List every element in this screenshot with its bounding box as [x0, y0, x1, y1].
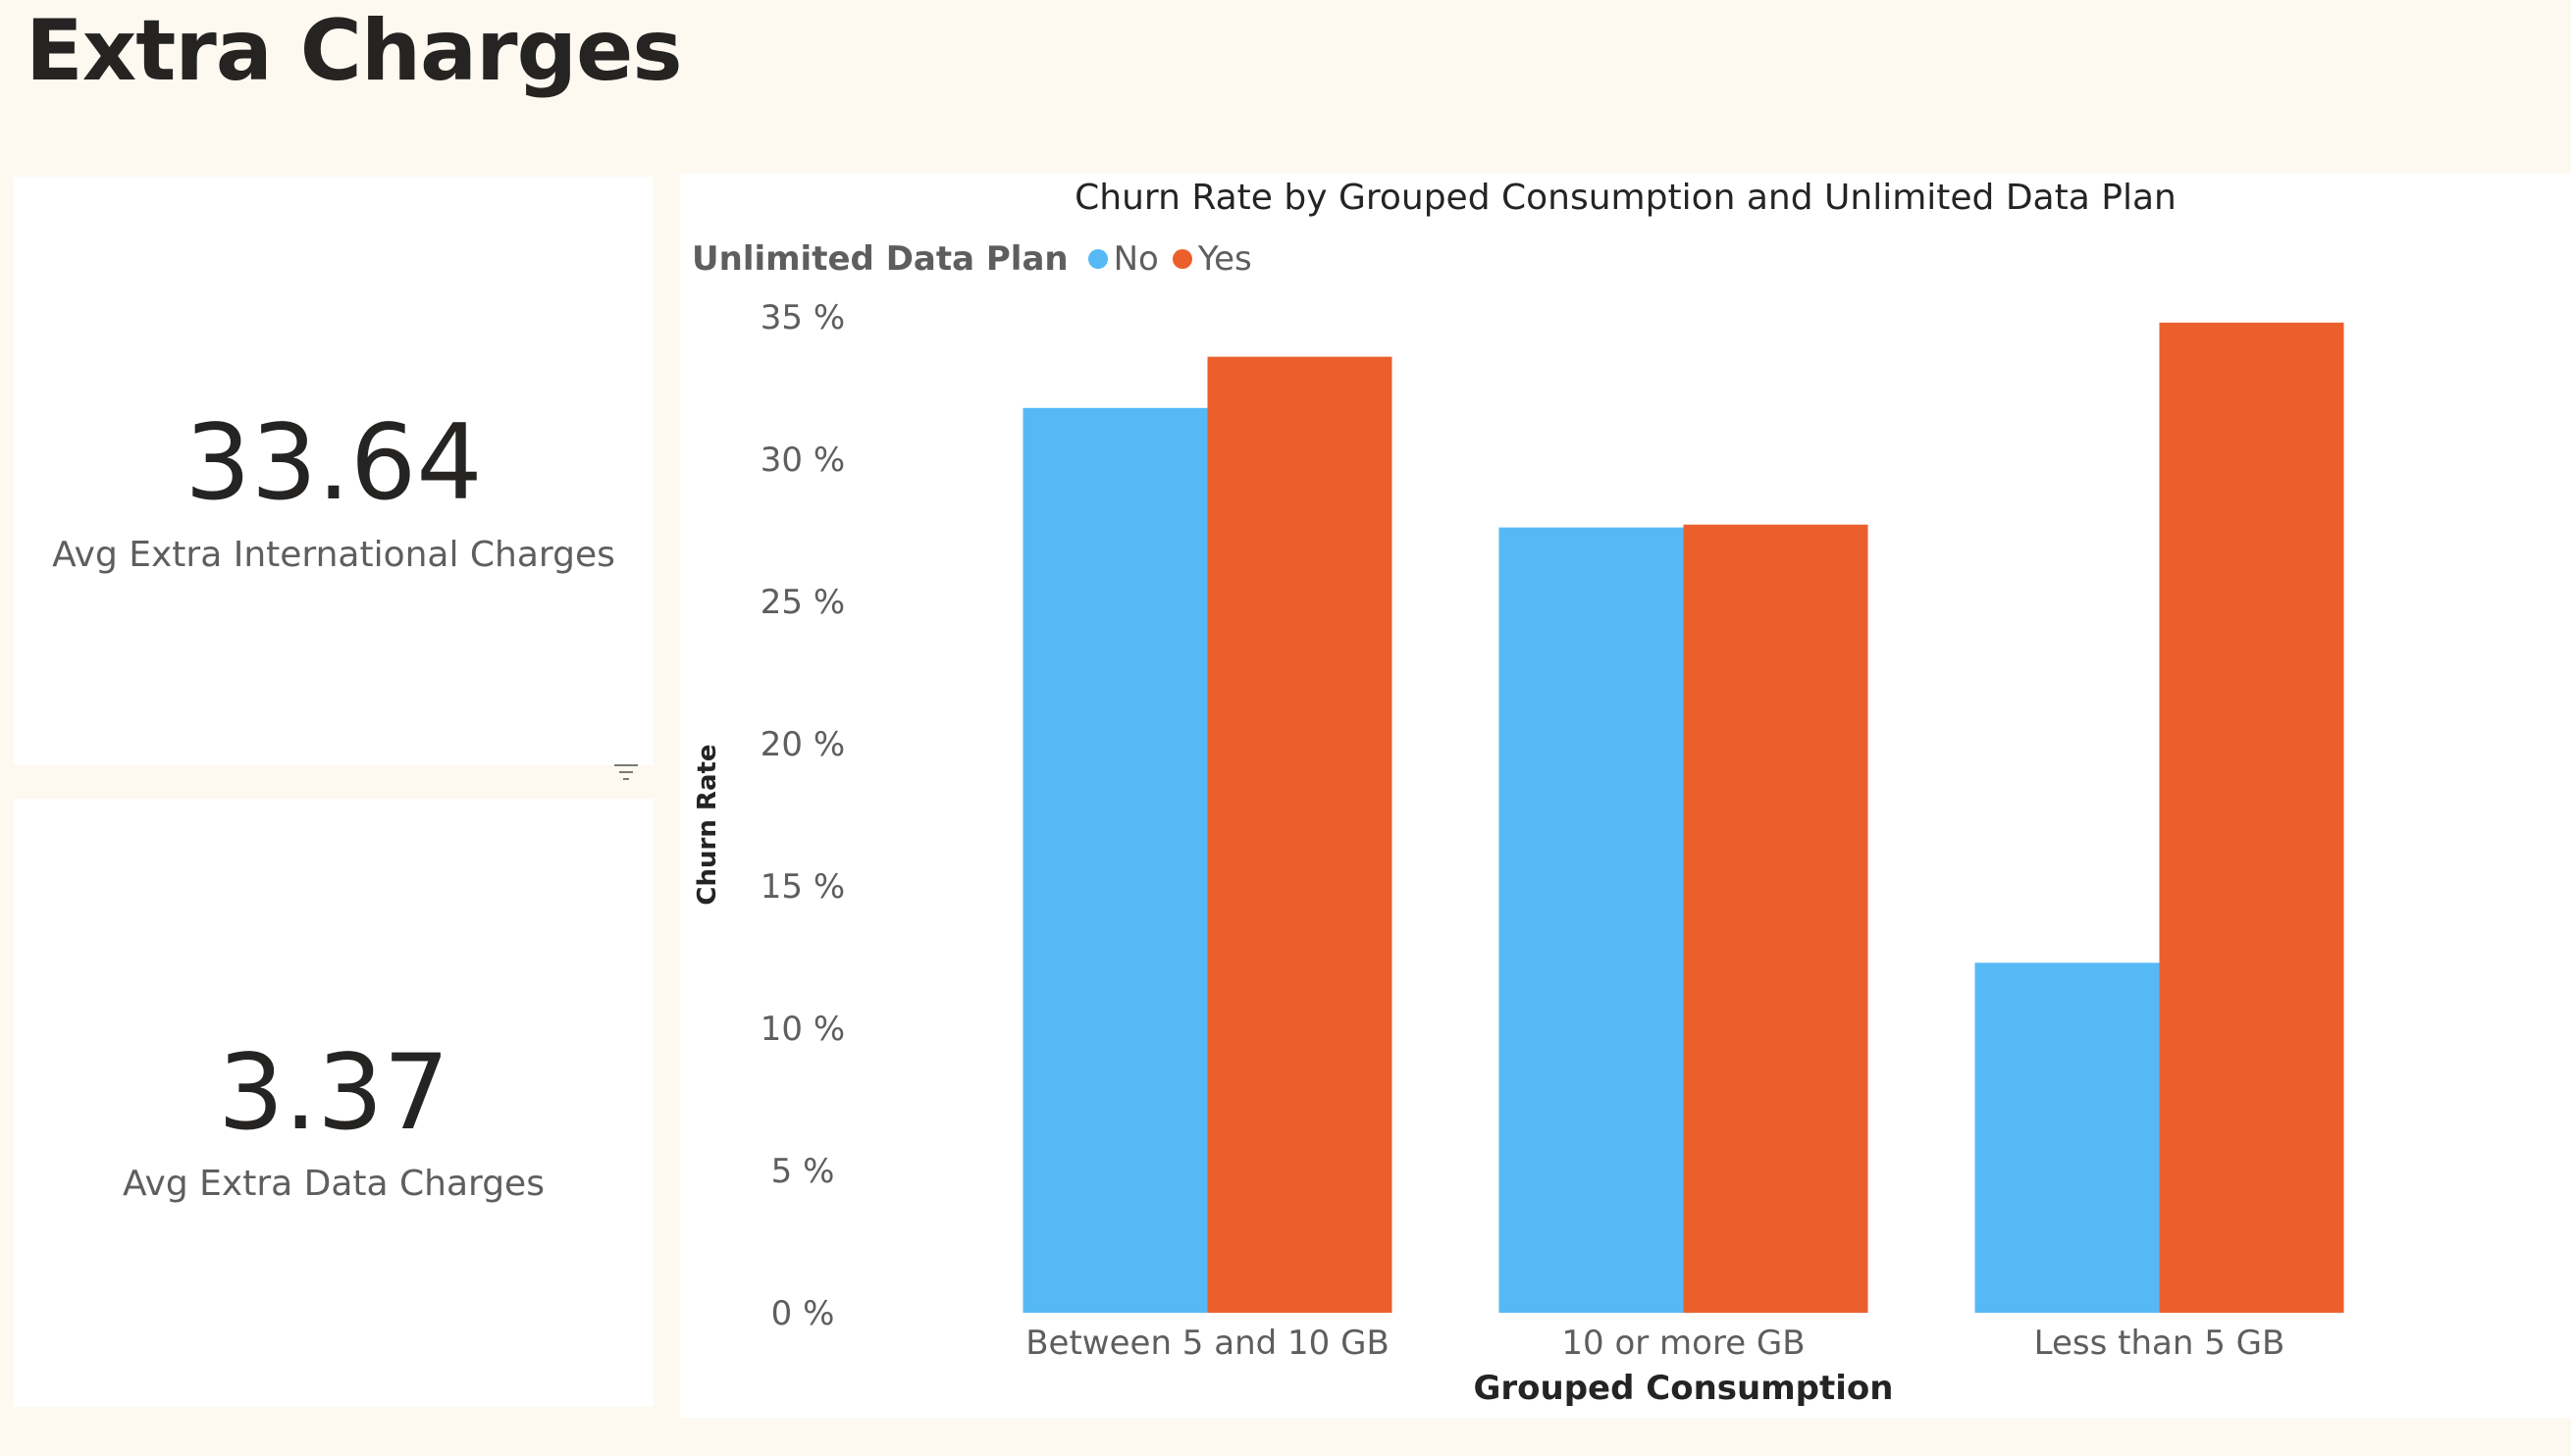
- kpi-value-data: 3.37: [217, 1032, 449, 1153]
- filter-icon[interactable]: [612, 761, 640, 785]
- kpi-card-data: 3.37 Avg Extra Data Charges: [14, 799, 654, 1407]
- y-tick-label: 35 %: [761, 298, 845, 338]
- legend-label-no: No: [1113, 239, 1159, 279]
- bar-no-3: [1974, 962, 2160, 1313]
- kpi-label-data: Avg Extra Data Charges: [123, 1164, 545, 1204]
- bar-no-2: [1498, 527, 1684, 1313]
- bar-yes-2: [1683, 524, 1868, 1313]
- y-tick-label: 30 %: [761, 441, 845, 480]
- bar-no-1: [1023, 407, 1208, 1313]
- kpi-label-international: Avg Extra International Charges: [52, 535, 615, 575]
- legend-dot-no: [1087, 249, 1108, 269]
- legend-dot-yes: [1172, 249, 1192, 269]
- chart-legend[interactable]: Unlimited Data Plan No Yes: [692, 235, 1266, 283]
- y-tick-label: 5 %: [771, 1152, 835, 1191]
- bar-yes-1: [1207, 356, 1392, 1314]
- kpi-value-international: 33.64: [184, 402, 483, 523]
- y-tick-label: 0 %: [771, 1294, 835, 1333]
- page-title: Extra Charges: [26, 2, 683, 100]
- y-axis-label: Churn Rate: [693, 744, 722, 905]
- y-tick-label: 10 %: [761, 1010, 845, 1049]
- y-tick-label: 15 %: [761, 867, 845, 907]
- bar-yes-3: [2159, 322, 2344, 1313]
- legend-label-yes: Yes: [1197, 239, 1252, 279]
- chart-title: Churn Rate by Grouped Consumption and Un…: [1075, 178, 2177, 218]
- legend-title: Unlimited Data Plan: [692, 239, 1069, 279]
- legend-item-yes[interactable]: Yes: [1172, 239, 1252, 279]
- x-tick-label: Between 5 and 10 GB: [1025, 1324, 1390, 1363]
- chart-panel: Churn Rate by Grouped Consumption and Un…: [680, 174, 2571, 1418]
- y-tick-label: 20 %: [761, 725, 845, 764]
- x-axis-label: Grouped Consumption: [1473, 1369, 1893, 1408]
- x-tick-label: 10 or more GB: [1561, 1324, 1805, 1363]
- y-tick-label: 25 %: [761, 583, 845, 622]
- x-tick-label: Less than 5 GB: [2034, 1324, 2285, 1363]
- kpi-card-international: 33.64 Avg Extra International Charges: [14, 177, 654, 765]
- bar-chart: 0 % 5 % 10 % 15 % 20 % 25 % 30 % 35 % Churn Rate…: [693, 298, 2344, 1408]
- legend-item-no[interactable]: No: [1087, 239, 1159, 279]
